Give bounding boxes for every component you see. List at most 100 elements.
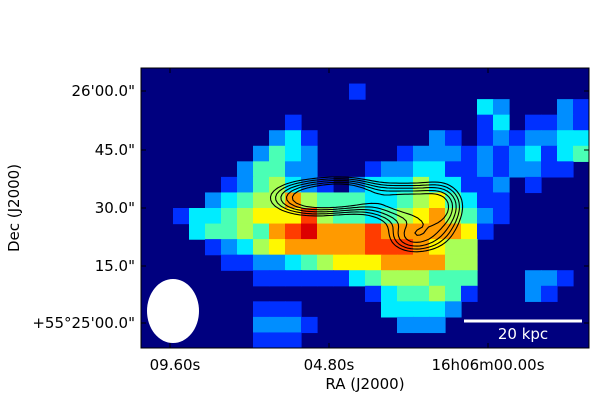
heatmap-cell <box>253 224 270 240</box>
heatmap-cell <box>541 146 558 162</box>
heatmap-cell <box>461 177 478 193</box>
heatmap-cell <box>525 115 542 131</box>
heatmap-cell <box>253 239 270 255</box>
heatmap-cell <box>269 301 286 317</box>
heatmap-cell <box>429 286 446 302</box>
heatmap-cell <box>285 301 302 317</box>
heatmap-cell <box>269 130 286 146</box>
heatmap-cell <box>525 286 542 302</box>
scale-bar-label: 20 kpc <box>498 325 548 343</box>
heatmap-cell <box>493 177 510 193</box>
heatmap-cell <box>413 317 430 333</box>
heatmap-cell <box>445 286 462 302</box>
heatmap-cell <box>221 177 238 193</box>
heatmap-cell <box>445 255 462 271</box>
heatmap-cell <box>221 255 238 271</box>
heatmap-cell <box>381 161 398 177</box>
heatmap-cell <box>301 270 318 286</box>
heatmap-cell <box>477 99 494 115</box>
heatmap-cell <box>205 208 222 224</box>
heatmap-cell <box>397 161 414 177</box>
heatmap-cell <box>493 115 510 131</box>
heatmap-cell <box>221 208 238 224</box>
heatmap-cell <box>253 270 270 286</box>
heatmap-cell <box>445 301 462 317</box>
heatmap-cell <box>301 146 318 162</box>
heatmap-cell <box>269 224 286 240</box>
heatmap-cell <box>397 255 414 271</box>
heatmap-cell <box>413 146 430 162</box>
heatmap-cell <box>365 177 382 193</box>
heatmap-cell <box>397 146 414 162</box>
heatmap-cell <box>493 208 510 224</box>
heatmap-cell <box>381 255 398 271</box>
heatmap-cell <box>477 115 494 131</box>
heatmap-cell <box>365 239 382 255</box>
heatmap-cell <box>365 286 382 302</box>
heatmap-cell <box>317 270 334 286</box>
heatmap-cell <box>253 332 270 348</box>
heatmap-cell <box>557 161 574 177</box>
heatmap-cell <box>573 115 590 131</box>
heatmap-cell <box>413 192 430 208</box>
heatmap-cell <box>397 270 414 286</box>
heatmap-cell <box>317 192 334 208</box>
heatmap-cell <box>253 301 270 317</box>
heatmap-cell <box>381 239 398 255</box>
heatmap-cell <box>461 286 478 302</box>
y-tick-label: +55°25'00.0" <box>32 314 135 332</box>
heatmap-cell <box>493 146 510 162</box>
heatmap-cell <box>285 332 302 348</box>
heatmap-cell <box>269 239 286 255</box>
heatmap-cell <box>445 161 462 177</box>
heatmap-cell <box>557 270 574 286</box>
heatmap-cell <box>445 146 462 162</box>
heatmap-cell <box>477 177 494 193</box>
heatmap-cell <box>509 130 526 146</box>
heatmap-cell <box>429 270 446 286</box>
heatmap-cell <box>365 224 382 240</box>
heatmap-cell <box>429 317 446 333</box>
y-tick-label: 26'00.0" <box>71 82 135 100</box>
heatmap-cell <box>397 301 414 317</box>
heatmap-cell <box>237 224 254 240</box>
x-tick-label: 04.80s <box>304 356 355 374</box>
heatmap-cell <box>429 130 446 146</box>
heatmap-cell <box>349 224 366 240</box>
heatmap-cell <box>413 255 430 271</box>
heatmap-cell <box>413 270 430 286</box>
y-tick-label: 45.0" <box>95 141 135 159</box>
heatmap-cell <box>397 317 414 333</box>
heatmap-cell <box>525 161 542 177</box>
heatmap-cell <box>541 115 558 131</box>
heatmap-cell <box>541 286 558 302</box>
heatmap-cell <box>493 192 510 208</box>
heatmap-cell <box>349 255 366 271</box>
heatmap-cell <box>221 239 238 255</box>
heatmap-cell <box>365 192 382 208</box>
heatmap-cell <box>461 161 478 177</box>
heatmap-cell <box>301 224 318 240</box>
heatmap-cell <box>461 208 478 224</box>
heatmap-cell <box>285 255 302 271</box>
heatmap-cell <box>237 239 254 255</box>
heatmap-cell <box>493 99 510 115</box>
heatmap-cell <box>461 239 478 255</box>
heatmap-cell <box>173 208 190 224</box>
y-tick-label: 30.0" <box>95 199 135 217</box>
heatmap-cell <box>429 161 446 177</box>
heatmap-cell <box>301 239 318 255</box>
heatmap-cell <box>429 208 446 224</box>
heatmap-cell <box>301 130 318 146</box>
heatmap-cell <box>573 130 590 146</box>
heatmap-cell <box>461 146 478 162</box>
heatmap-cell <box>525 177 542 193</box>
heatmap-cell <box>237 161 254 177</box>
heatmap-cell <box>493 161 510 177</box>
heatmap-cell <box>269 146 286 162</box>
heatmap-cell <box>221 192 238 208</box>
heatmap-cell <box>573 146 590 162</box>
heatmap-cell <box>333 270 350 286</box>
heatmap-cell <box>525 146 542 162</box>
